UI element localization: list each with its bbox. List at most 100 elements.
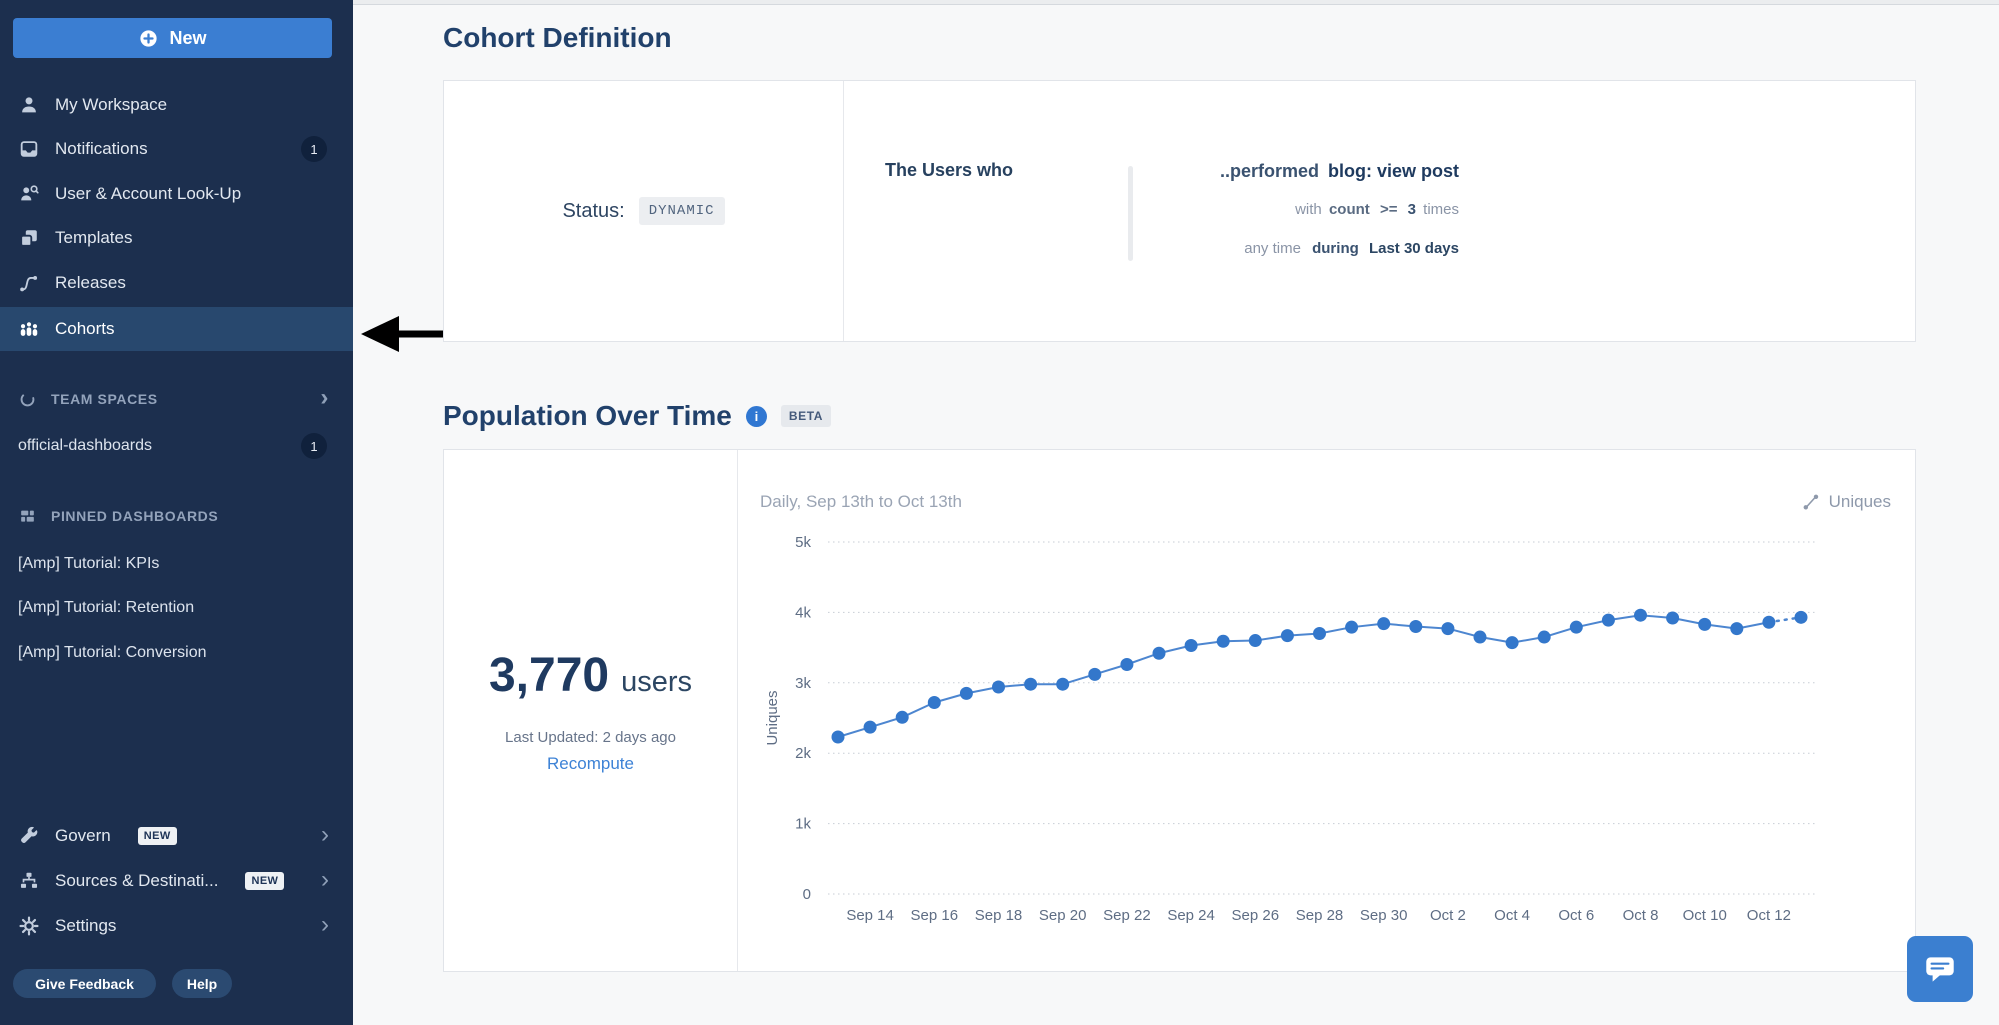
population-title-row: Population Over Time i BETA — [443, 400, 832, 432]
metric-toggle-uniques[interactable]: Uniques — [1801, 492, 1891, 512]
chart-point — [1601, 613, 1615, 627]
info-icon[interactable]: i — [745, 405, 767, 427]
pinned-dashboard-conversion[interactable]: [Amp] Tutorial: Conversion — [0, 631, 353, 675]
chart-point — [1024, 677, 1038, 691]
sidebar-item-govern[interactable]: Govern NEW › — [0, 814, 353, 858]
chart-point — [1345, 620, 1359, 634]
user-search-icon — [21, 185, 39, 201]
sidebar-item-user-account-lookup[interactable]: User & Account Look-Up — [0, 172, 353, 216]
team-spaces-header[interactable]: TEAM SPACES › — [0, 377, 353, 421]
rule-line-count[interactable]: with count >= 3 times — [1220, 201, 1459, 218]
sidebar-item-sources-destinations[interactable]: Sources & Destinati... NEW › — [0, 859, 353, 903]
y-tick-label: 5k — [795, 534, 811, 551]
pinned-dashboard-kpis[interactable]: [Amp] Tutorial: KPIs — [0, 542, 353, 586]
help-button[interactable]: Help — [172, 969, 232, 998]
y-axis-label: Uniques — [764, 690, 781, 745]
chart-point — [1569, 620, 1583, 634]
sidebar: New My Workspace Notifications 1 User & … — [0, 0, 353, 1025]
sidebar-item-releases[interactable]: Releases — [0, 261, 353, 305]
rule-line-window[interactable]: any time during Last 30 days — [1220, 240, 1459, 257]
recompute-link[interactable]: Recompute — [547, 753, 634, 773]
y-tick-label: 1k — [795, 816, 811, 833]
chevron-right-icon: › — [321, 821, 329, 849]
x-tick-label: Oct 6 — [1558, 907, 1594, 924]
sidebar-item-label: Releases — [55, 273, 126, 292]
chevron-right-icon: › — [321, 911, 329, 939]
rule-during: during — [1312, 240, 1359, 257]
x-tick-label: Sep 22 — [1103, 907, 1151, 924]
chart-point — [959, 686, 973, 700]
panel-divider — [843, 81, 844, 341]
chat-bubble-icon — [1926, 957, 1954, 982]
x-tick-label: Oct 10 — [1683, 907, 1727, 924]
chart-point — [1409, 619, 1423, 633]
pinned-dashboard-retention[interactable]: [Amp] Tutorial: Retention — [0, 586, 353, 630]
chart-point — [1537, 630, 1551, 644]
x-tick-label: Sep 14 — [846, 907, 894, 924]
chart-point — [1441, 622, 1455, 636]
chart-range-label: Daily, Sep 13th to Oct 13th — [760, 492, 962, 511]
gear-icon — [19, 916, 39, 936]
uniques-metric-icon — [1803, 494, 1818, 510]
pinned-dashboard-label: [Amp] Tutorial: KPIs — [18, 555, 160, 572]
population-panel: 3,770 users Last Updated: 2 days ago Rec… — [443, 449, 1916, 972]
inbox-icon — [20, 141, 38, 157]
x-tick-label: Oct 12 — [1747, 907, 1791, 924]
rule-operator[interactable]: >= — [1379, 201, 1398, 218]
metric-toggle-label: Uniques — [1828, 492, 1891, 511]
sidebar-item-label: User & Account Look-Up — [55, 184, 242, 203]
chart-point — [1152, 646, 1166, 660]
chart-point — [1634, 608, 1647, 622]
give-feedback-label: Give Feedback — [35, 975, 134, 992]
x-tick-label: Sep 26 — [1232, 907, 1280, 924]
x-tick-label: Sep 28 — [1296, 907, 1344, 924]
cohort-definition-title: Cohort Definition — [443, 22, 672, 53]
sidebar-item-my-workspace[interactable]: My Workspace — [0, 83, 353, 127]
population-stat-cell: 3,770 users Last Updated: 2 days ago Rec… — [444, 450, 737, 971]
plus-circle-icon — [140, 29, 158, 47]
dashboard-grid-icon — [21, 510, 34, 522]
chart-point — [895, 710, 909, 724]
chart-point — [1730, 622, 1744, 636]
rule-event[interactable]: blog: view post — [1327, 161, 1459, 181]
templates-icon — [20, 230, 37, 247]
chart-point — [1666, 611, 1680, 625]
chart-point — [1120, 657, 1134, 671]
rule-line-performed[interactable]: ..performed blog: view post — [1220, 161, 1459, 182]
new-badge: NEW — [245, 872, 285, 890]
top-band — [353, 0, 1999, 4]
chart-point — [1762, 615, 1776, 629]
new-button[interactable]: New — [13, 18, 332, 58]
team-space-label: official-dashboards — [18, 437, 153, 454]
chart-point — [1698, 617, 1712, 631]
sidebar-item-templates[interactable]: Templates — [0, 216, 353, 260]
rule-count-value[interactable]: 3 — [1407, 201, 1416, 218]
team-spaces-icon — [20, 392, 35, 406]
chart-point — [1280, 629, 1294, 643]
team-space-item-official-dashboards[interactable]: official-dashboards 1 — [0, 424, 353, 468]
x-tick-label: Sep 24 — [1167, 907, 1215, 924]
status-label: Status: — [562, 199, 625, 222]
rule-window[interactable]: Last 30 days — [1368, 240, 1459, 257]
sitemap-icon — [20, 872, 38, 888]
chart-point — [863, 720, 877, 734]
x-tick-label: Sep 20 — [1039, 907, 1087, 924]
chart-point — [1248, 634, 1262, 648]
sidebar-item-notifications[interactable]: Notifications 1 — [0, 127, 353, 171]
wrench-icon — [21, 826, 38, 844]
sidebar-item-settings[interactable]: Settings › — [0, 904, 353, 948]
cohort-rules: ..performed blog: view post with count >=… — [1220, 161, 1459, 257]
give-feedback-button[interactable]: Give Feedback — [13, 969, 156, 998]
cohort-definition-panel: Status: DYNAMIC The Users who ..performe… — [443, 80, 1916, 342]
sidebar-item-cohorts[interactable]: Cohorts — [0, 307, 353, 351]
chart-point — [1377, 617, 1391, 631]
rule-anytime: any time — [1244, 240, 1301, 257]
pinned-dashboards-header: PINNED DASHBOARDS — [0, 494, 353, 538]
panel-divider — [737, 450, 738, 971]
top-divider — [353, 4, 1999, 5]
chat-widget-button[interactable] — [1907, 936, 1973, 1002]
x-tick-label: Oct 8 — [1623, 907, 1659, 924]
rule-count-prop[interactable]: count — [1328, 201, 1370, 218]
cohorts-icon — [20, 322, 38, 336]
new-button-label: New — [169, 27, 207, 48]
